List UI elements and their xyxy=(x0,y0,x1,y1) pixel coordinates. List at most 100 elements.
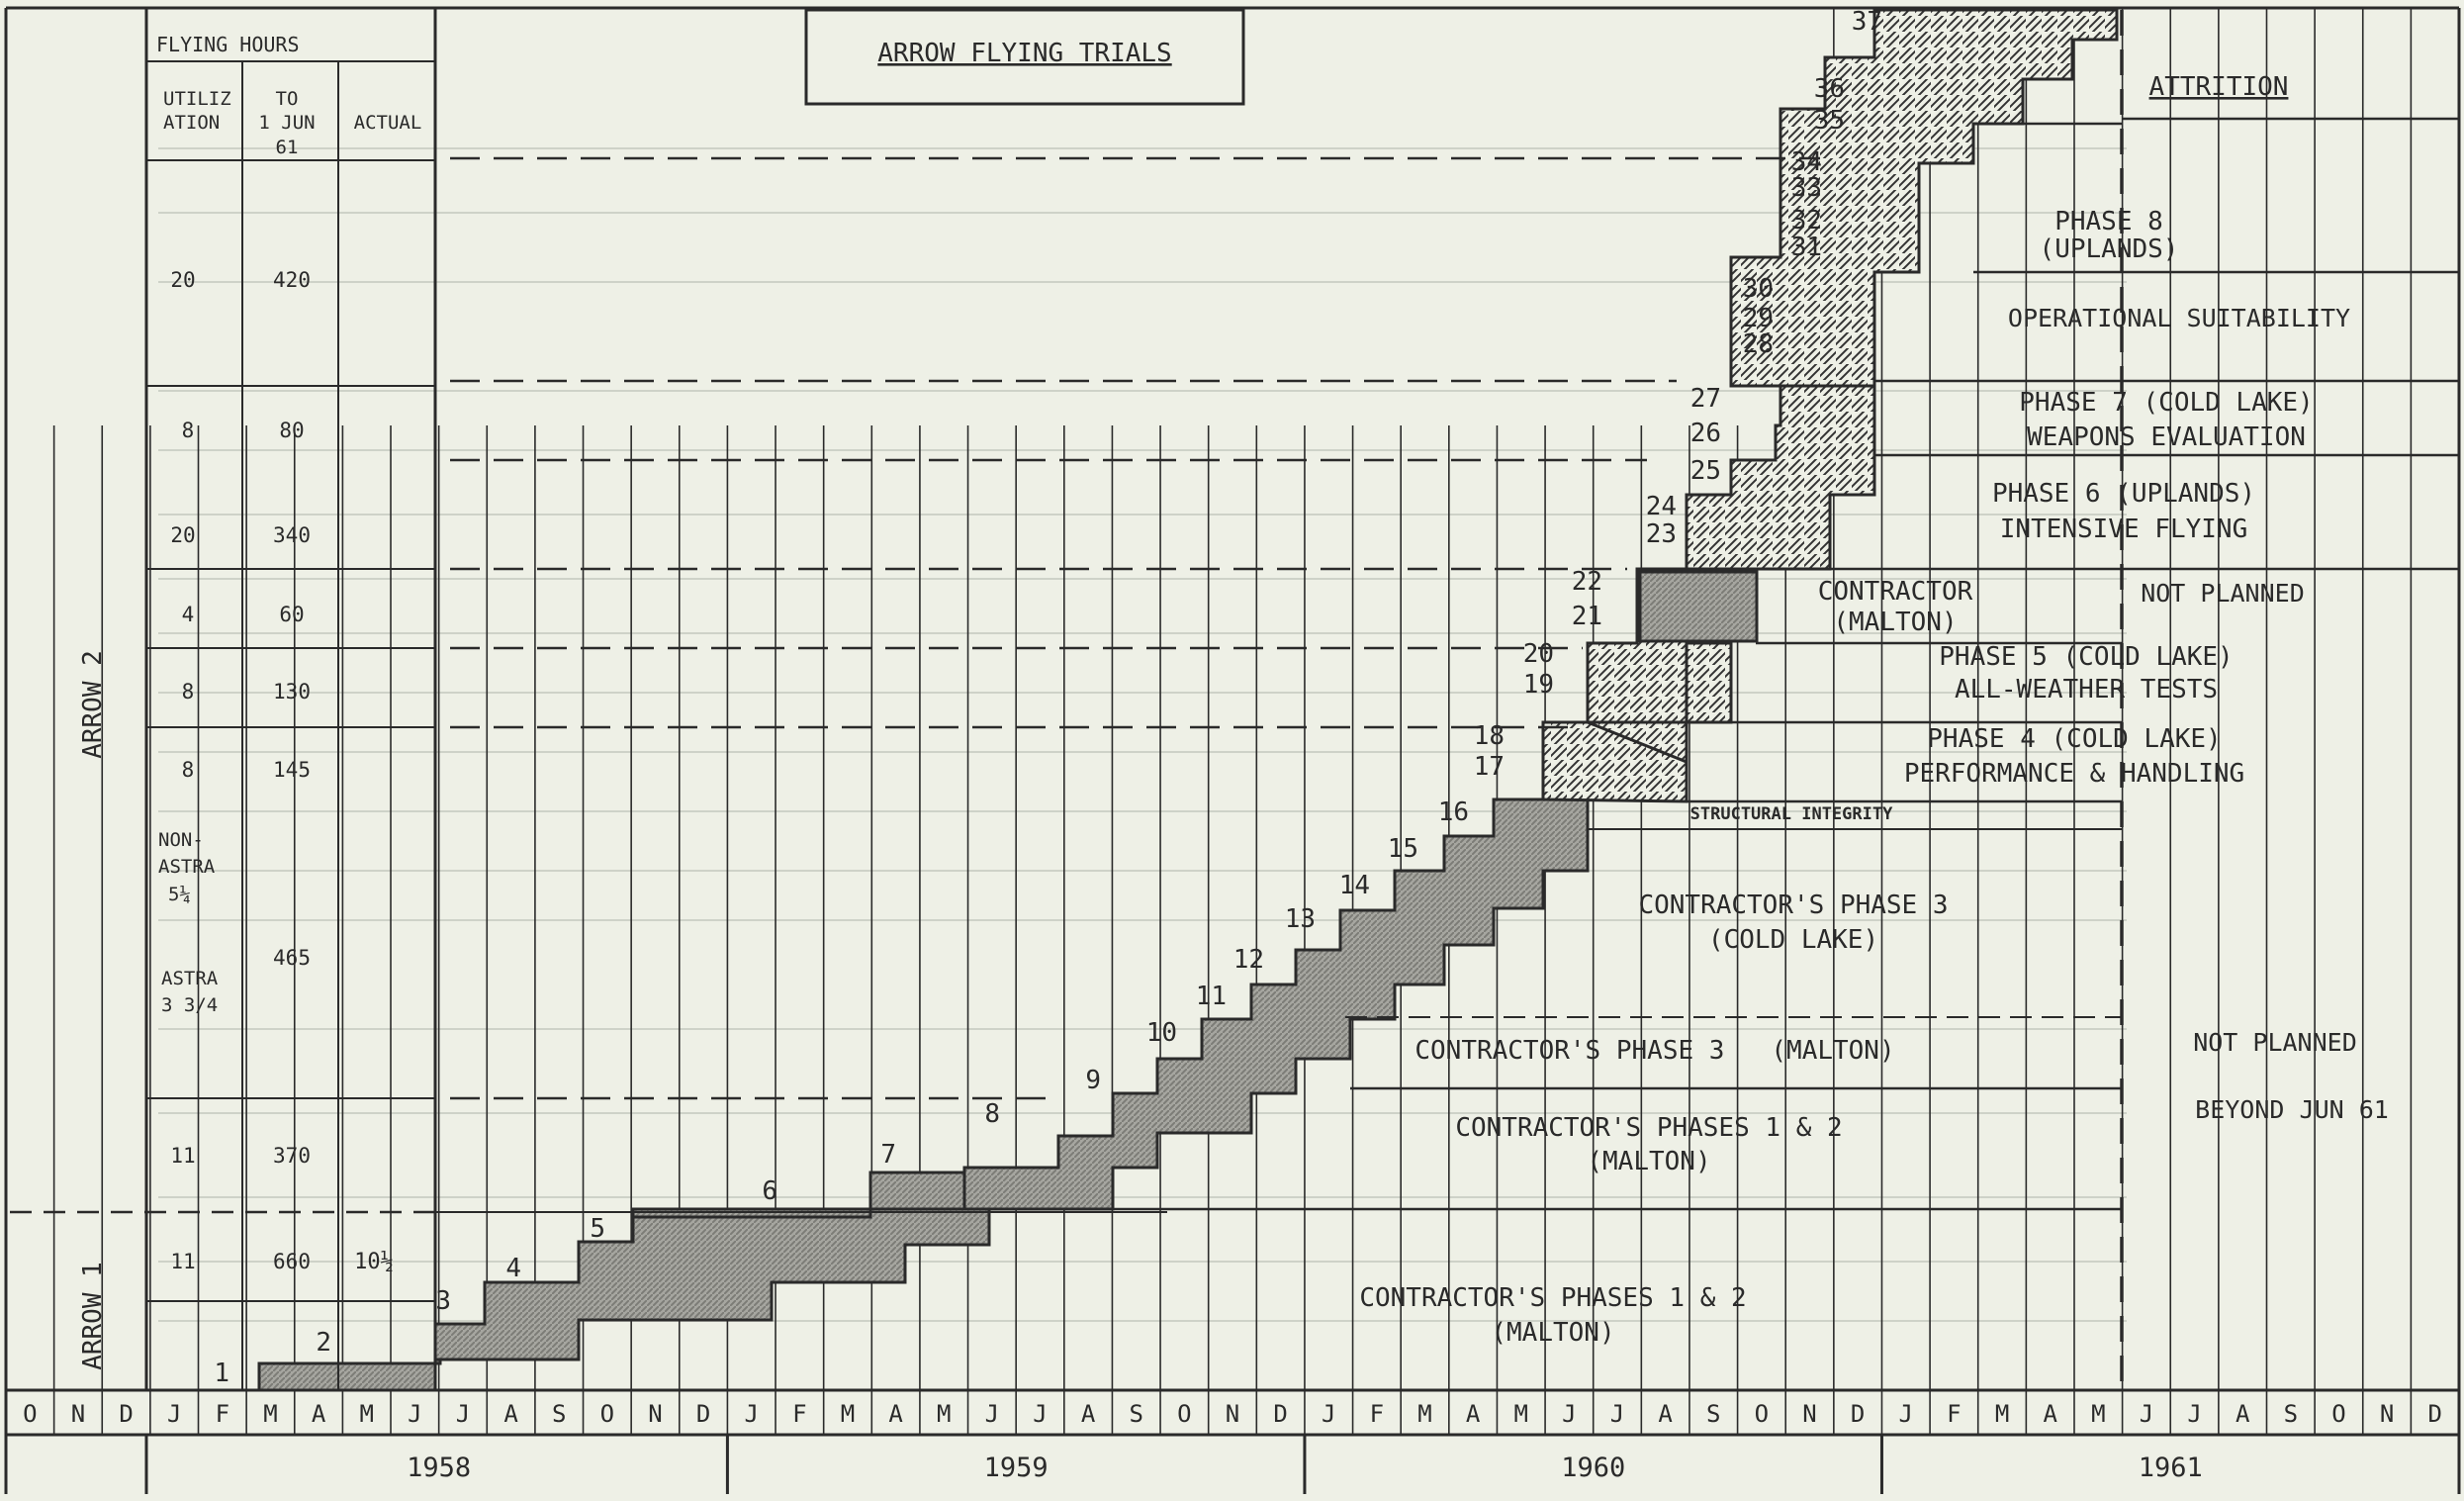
phase-8: (UPLANDS) xyxy=(2040,235,2179,264)
hours-col-to-2: 1 JUN xyxy=(258,112,315,134)
month-label: N xyxy=(1226,1400,1239,1428)
month-label: N xyxy=(71,1400,85,1428)
arrow1-label: ARROW 1 xyxy=(78,1262,108,1370)
month-label: J xyxy=(408,1400,421,1428)
hours-col-util-1: UTILIZ xyxy=(163,88,231,110)
arrow2-label: ARROW 2 xyxy=(78,650,108,759)
aircraft-number: 3 xyxy=(435,1286,451,1316)
aircraft-number: 21 xyxy=(1572,602,1602,631)
util-cell: NON- xyxy=(158,829,204,851)
month-label: D xyxy=(1273,1400,1287,1428)
month-label: O xyxy=(1177,1400,1191,1428)
month-label: M xyxy=(359,1400,373,1428)
aircraft-number: 34 xyxy=(1791,147,1822,177)
hours-col-to-3: 61 xyxy=(276,137,299,158)
to-cell: 130 xyxy=(273,680,311,704)
util-cell: 4 xyxy=(182,603,195,626)
aircraft-number: 4 xyxy=(505,1254,521,1283)
month-label: F xyxy=(1370,1400,1384,1428)
month-label: O xyxy=(600,1400,614,1428)
month-label: F xyxy=(216,1400,229,1428)
month-label: N xyxy=(648,1400,662,1428)
aircraft-number: 22 xyxy=(1572,567,1602,597)
phase-5: ALL-WEATHER TESTS xyxy=(1955,675,2218,704)
aircraft-number: 24 xyxy=(1646,492,1677,521)
month-label: M xyxy=(937,1400,951,1428)
month-label: A xyxy=(888,1400,903,1428)
month-label: J xyxy=(985,1400,999,1428)
phase-not-planned-beyond: BEYOND JUN 61 xyxy=(2195,1095,2389,1124)
aircraft-number: 10 xyxy=(1146,1018,1177,1048)
to-cell: 370 xyxy=(273,1144,311,1168)
phase-5-hatch xyxy=(1587,641,1733,765)
aircraft-number: 18 xyxy=(1474,721,1505,751)
arrow1-bar xyxy=(257,1354,442,1392)
aircraft-numbers: 1234567891011121314151617181920212223242… xyxy=(214,7,1882,1388)
util-cell: 20 xyxy=(170,523,195,547)
phase-contractor-3-coldlake: (COLD LAKE) xyxy=(1708,925,1878,955)
to-cell: 80 xyxy=(279,419,304,442)
aircraft-number: 27 xyxy=(1690,384,1721,414)
phase-contractor-3-coldlake: CONTRACTOR'S PHASE 3 xyxy=(1638,891,1948,920)
phase-operational: OPERATIONAL SUITABILITY xyxy=(2008,304,2350,332)
year-axis: 1958 1959 1960 1961 xyxy=(144,1435,2461,1494)
to-cell: 660 xyxy=(273,1250,311,1273)
aircraft-number: 8 xyxy=(984,1099,1000,1129)
year-label: 1959 xyxy=(984,1453,1049,1483)
month-label: D xyxy=(1851,1400,1865,1428)
util-cell: ASTRA xyxy=(158,856,216,878)
hours-col-actual: ACTUAL xyxy=(354,112,422,134)
month-label: M xyxy=(1417,1400,1431,1428)
aircraft-number: 15 xyxy=(1388,834,1418,864)
month-label: M xyxy=(1995,1400,2009,1428)
month-label: M xyxy=(2091,1400,2105,1428)
phase-labels: ATTRITION PHASE 8 (UPLANDS) OPERATIONAL … xyxy=(1359,72,2389,1348)
aircraft-number: 32 xyxy=(1791,206,1822,235)
aircraft-number: 37 xyxy=(1852,7,1882,37)
hours-col-to-1: TO xyxy=(276,88,299,110)
month-label: A xyxy=(2236,1400,2250,1428)
actual-cell: 10½ xyxy=(354,1250,394,1274)
util-cell: 3 3/4 xyxy=(161,994,218,1016)
month-label: J xyxy=(1562,1400,1576,1428)
aircraft-number: 11 xyxy=(1196,982,1227,1011)
to-cell: 465 xyxy=(273,946,311,970)
aircraft-number: 2 xyxy=(316,1328,331,1358)
month-label: N xyxy=(1802,1400,1816,1428)
month-label: F xyxy=(1947,1400,1961,1428)
month-label: J xyxy=(744,1400,758,1428)
arrow2-shaded-region xyxy=(962,797,1590,1211)
to-cell: 340 xyxy=(273,523,311,547)
contractor-malton-shade xyxy=(1638,570,1759,643)
phase-contractor-12-lower: (MALTON) xyxy=(1491,1318,1614,1348)
month-label: N xyxy=(2380,1400,2394,1428)
aircraft-number: 9 xyxy=(1085,1066,1101,1095)
util-cell: ASTRA xyxy=(161,968,219,989)
phase-contractor-12-lower: CONTRACTOR'S PHASES 1 & 2 xyxy=(1359,1283,1746,1313)
aircraft-number: 35 xyxy=(1814,106,1845,136)
month-label: M xyxy=(263,1400,277,1428)
aircraft-number: 26 xyxy=(1690,419,1721,448)
util-cell: 20 xyxy=(170,268,195,292)
month-label: A xyxy=(503,1400,518,1428)
aircraft-number: 23 xyxy=(1646,519,1677,549)
month-label: A xyxy=(2043,1400,2057,1428)
aircraft-number: 25 xyxy=(1690,456,1721,486)
util-cell: 11 xyxy=(170,1144,195,1168)
month-label: S xyxy=(552,1400,566,1428)
month-label: J xyxy=(1322,1400,1335,1428)
aircraft-number: 36 xyxy=(1814,74,1845,104)
month-label: A xyxy=(1466,1400,1481,1428)
month-label: J xyxy=(167,1400,181,1428)
aircraft-number: 13 xyxy=(1285,904,1316,934)
month-label: S xyxy=(1706,1400,1720,1428)
phase-contractor-3-malton: CONTRACTOR'S PHASE 3 (MALTON) xyxy=(1415,1036,1894,1066)
month-label: O xyxy=(2331,1400,2345,1428)
month-label: J xyxy=(1899,1400,1913,1428)
phase-6: PHASE 6 (UPLANDS) xyxy=(1992,479,2255,509)
aircraft-number: 12 xyxy=(1233,945,1264,975)
phase-7: WEAPONS EVALUATION xyxy=(2027,422,2306,452)
phase-8: PHASE 8 xyxy=(2054,207,2163,236)
to-cell: 60 xyxy=(279,603,304,626)
